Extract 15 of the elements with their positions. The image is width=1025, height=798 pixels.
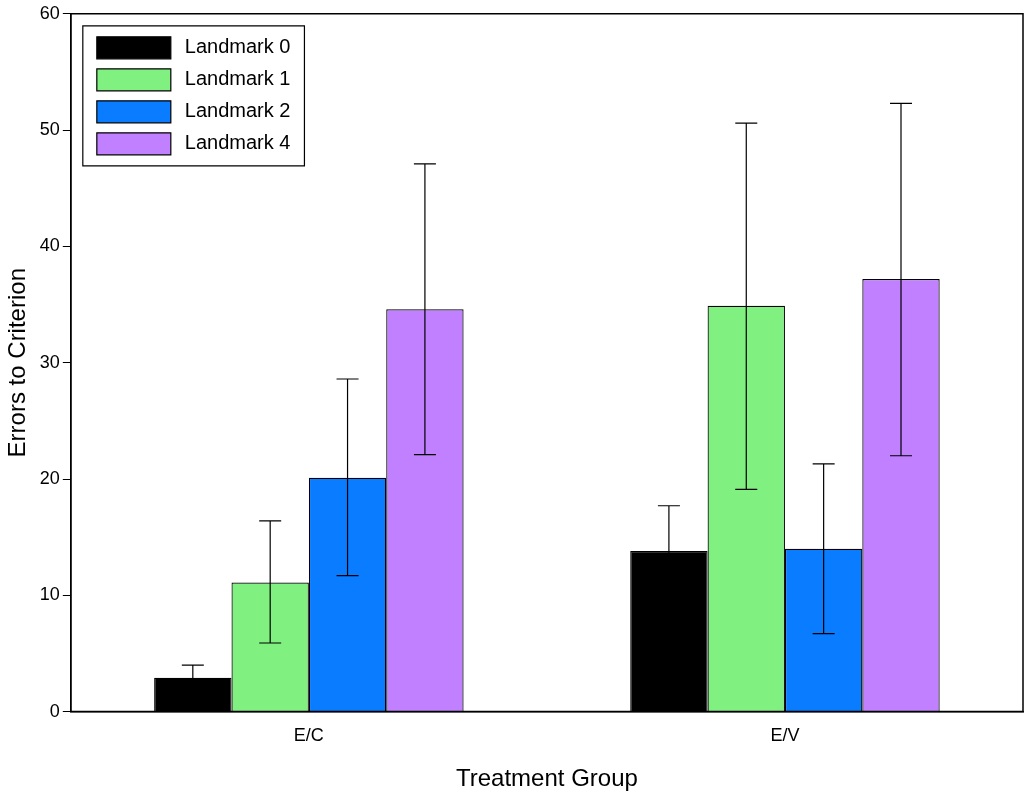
legend-label: Landmark 2 (184, 99, 291, 122)
y-tick-label: 10 (39, 584, 60, 605)
x-axis-title: Treatment Group (455, 764, 638, 792)
y-tick-label: 40 (39, 235, 60, 256)
x-tick-label: E/C (293, 725, 324, 746)
legend-label: Landmark 1 (184, 67, 291, 90)
y-tick-label: 30 (39, 351, 60, 372)
y-axis-title: Errors to Criterion (3, 268, 31, 458)
legend-label: Landmark 0 (184, 35, 291, 58)
y-tick-label: 20 (39, 467, 60, 488)
x-tick-label: E/V (770, 725, 800, 746)
y-tick-label: 60 (39, 2, 60, 23)
legend-label: Landmark 4 (184, 131, 291, 154)
y-tick-label: 0 (49, 700, 60, 721)
y-tick-label: 50 (39, 119, 60, 140)
